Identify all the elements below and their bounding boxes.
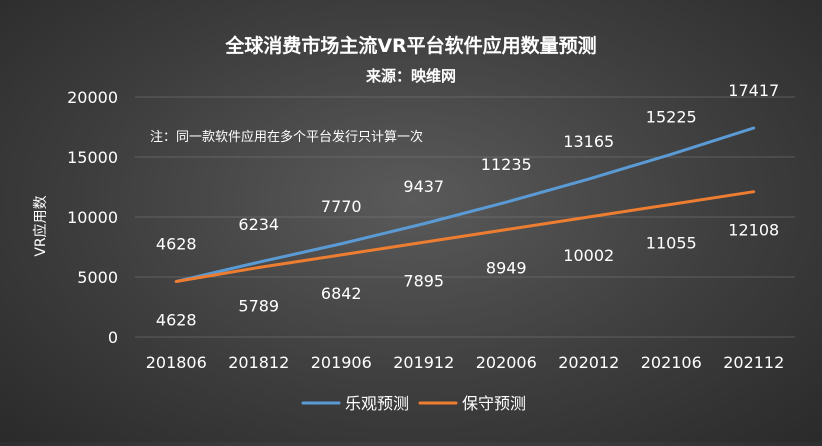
data-label: 4628 <box>156 310 197 329</box>
data-label: 13165 <box>563 132 614 151</box>
x-tick-label: 201806 <box>146 353 207 372</box>
y-tick-label: 15000 <box>67 148 118 167</box>
data-label: 11055 <box>646 233 697 252</box>
data-label: 8949 <box>486 259 527 278</box>
x-tick-label: 201812 <box>228 353 289 372</box>
series-line-conservative <box>174 190 756 283</box>
chart-title: 全球消费市场主流VR平台软件应用数量预测 <box>224 34 596 57</box>
data-label: 5789 <box>238 297 279 316</box>
x-tick-label: 201912 <box>393 353 454 372</box>
data-label: 15225 <box>646 107 697 126</box>
data-labels: 4628 6234 7770 9437 11235 13165 15225 17417 4628… <box>156 81 779 329</box>
x-tick-label: 202106 <box>641 353 702 372</box>
legend-label: 乐观预测 <box>345 394 409 413</box>
chart-subtitle: 来源：映维网 <box>365 67 456 85</box>
x-tick-label: 202006 <box>476 353 537 372</box>
data-label: 10002 <box>563 246 614 265</box>
chart-note: 注：同一款软件应用在多个平台发行只计算一次 <box>150 129 423 145</box>
legend-label: 保守预测 <box>462 394 526 413</box>
data-label: 6234 <box>238 215 279 234</box>
data-label: 7770 <box>321 197 362 216</box>
data-label: 17417 <box>728 81 779 100</box>
data-label: 7895 <box>403 271 444 290</box>
y-axis-label: VR应用数 <box>32 195 49 256</box>
data-label: 6842 <box>321 284 362 303</box>
data-label: 11235 <box>481 155 532 174</box>
x-tick-label: 202112 <box>723 353 784 372</box>
y-tick-label: 0 <box>108 328 118 347</box>
y-axis-ticks: 0 5000 10000 15000 20000 <box>67 88 118 347</box>
legend: 乐观预测 保守预测 <box>301 394 526 413</box>
series-lines <box>174 126 756 283</box>
x-axis-ticks: 201806 201812 201906 201912 202006 202012 2021… <box>146 353 785 372</box>
x-tick-label: 202012 <box>558 353 619 372</box>
x-tick-label: 201906 <box>311 353 372 372</box>
data-label: 4628 <box>156 234 197 253</box>
data-label: 9437 <box>403 177 444 196</box>
y-tick-label: 5000 <box>77 268 118 287</box>
series-line-optimistic <box>174 126 756 283</box>
y-tick-label: 10000 <box>67 208 118 227</box>
data-label: 12108 <box>728 221 779 240</box>
y-tick-label: 20000 <box>67 88 118 107</box>
gridlines <box>135 96 795 338</box>
